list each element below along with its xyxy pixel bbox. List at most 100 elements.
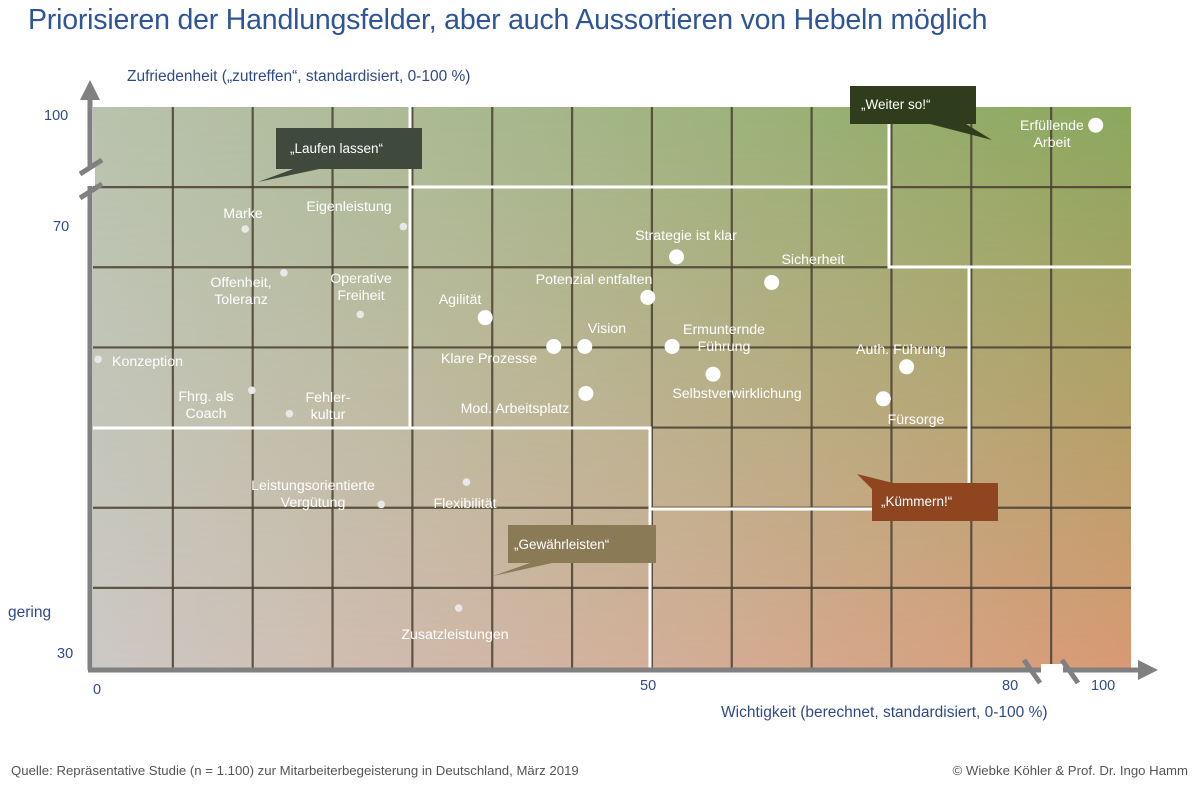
axes bbox=[78, 80, 1158, 685]
y-axis-break-gap bbox=[85, 168, 95, 186]
data-point bbox=[764, 274, 780, 290]
data-label: Klare Prozesse bbox=[441, 351, 537, 367]
source-note: Quelle: Repräsentative Studie (n = 1.100… bbox=[11, 763, 579, 778]
y-tick-label: 70 bbox=[53, 219, 70, 235]
bubble-tail bbox=[930, 124, 992, 140]
y-axis-low-label: gering bbox=[8, 604, 52, 621]
x-tick-label: 50 bbox=[640, 678, 657, 694]
x-axis-break-gap bbox=[1041, 664, 1063, 676]
data-label: Fhrg. als Coach bbox=[178, 389, 233, 422]
data-label: Leistungsorientierte Vergütung bbox=[251, 478, 375, 511]
data-label: Operative Freiheit bbox=[330, 271, 392, 304]
data-label-line: Fürsorge bbox=[888, 412, 945, 428]
data-label-line: Fhrg. als bbox=[178, 389, 233, 405]
bubble-text: „Gewährleisten“ bbox=[514, 537, 609, 552]
data-label: Strategie ist klar bbox=[635, 228, 737, 244]
data-label: Flexibilität bbox=[433, 496, 496, 512]
y-axis-label: Zufriedenheit („zutreffen“, standardisie… bbox=[127, 68, 471, 85]
data-label-line: Coach bbox=[185, 406, 226, 422]
x-tick-label: 0 bbox=[93, 682, 102, 698]
data-labels: Erfüllende Arbeit Strategie ist klar Sicher… bbox=[112, 118, 1084, 643]
data-label-line: Freiheit bbox=[337, 288, 384, 304]
data-label: Ermunternde Führung bbox=[683, 322, 765, 355]
data-label-line: Erfüllende bbox=[1020, 118, 1084, 134]
page-title: Priorisieren der Handlungsfelder, aber a… bbox=[28, 4, 988, 36]
x-axis-label: Wichtigkeit (berechnet, standardisiert, … bbox=[721, 704, 1048, 721]
data-point bbox=[248, 386, 256, 395]
data-label-line: Vision bbox=[588, 321, 626, 337]
data-point bbox=[546, 338, 562, 354]
data-point bbox=[875, 391, 891, 407]
bubble-text: „Laufen lassen“ bbox=[290, 141, 383, 156]
data-label-line: Operative bbox=[330, 271, 392, 287]
data-point bbox=[454, 604, 463, 612]
bubble-tail bbox=[493, 563, 552, 576]
data-label-line: Arbeit bbox=[1033, 135, 1070, 151]
copyright-note: © Wiebke Köhler & Prof. Dr. Ingo Hamm bbox=[952, 763, 1188, 778]
data-label-line: Mod. Arbeitsplatz bbox=[461, 401, 570, 417]
data-label-line: Potenzial entfalten bbox=[536, 272, 653, 288]
plot-background-top bbox=[93, 107, 1131, 668]
data-point bbox=[399, 222, 408, 231]
data-label: Fürsorge bbox=[888, 412, 945, 428]
y-axis-break-mark bbox=[78, 181, 104, 201]
data-label-line: Flexibilität bbox=[433, 496, 496, 512]
y-axis-arrow-icon bbox=[80, 80, 100, 100]
data-point bbox=[640, 289, 656, 305]
bubble-box bbox=[508, 525, 656, 563]
x-axis-arrow-icon bbox=[1138, 660, 1158, 680]
boundary-gewaehr bbox=[93, 426, 652, 668]
data-point bbox=[377, 500, 386, 509]
bubble-laufen-lassen: „Laufen lassen“ bbox=[258, 128, 422, 182]
data-points bbox=[94, 117, 1104, 612]
data-label-line: Toleranz bbox=[214, 292, 268, 308]
boundary-weiter-left bbox=[887, 107, 1131, 269]
data-point bbox=[899, 359, 915, 375]
data-label-line: Leistungsorientierte bbox=[251, 478, 375, 494]
data-label: Marke bbox=[223, 206, 263, 222]
data-label: Fehler-kultur bbox=[306, 390, 351, 423]
data-label-line: Auth. Führung bbox=[856, 342, 946, 358]
data-label-line: Fehler- bbox=[306, 390, 351, 406]
data-label-line: Führung bbox=[698, 339, 751, 355]
data-point bbox=[241, 225, 250, 233]
bubble-text: „Weiter so!“ bbox=[861, 97, 931, 112]
y-tick-label: 100 bbox=[44, 108, 69, 124]
data-point bbox=[477, 310, 493, 326]
data-point bbox=[356, 310, 365, 319]
data-label: Vision bbox=[588, 321, 626, 337]
data-label-line: Offenheit, bbox=[210, 275, 271, 291]
data-label: Konzeption bbox=[112, 354, 183, 370]
plot-background bbox=[93, 107, 1131, 668]
bubble-gewaehrleisten: „Gewährleisten“ bbox=[493, 525, 656, 576]
data-label: Mod. Arbeitsplatz bbox=[461, 401, 570, 417]
data-label: Agilität bbox=[439, 292, 482, 308]
data-point bbox=[285, 409, 294, 418]
data-label-line: kultur bbox=[311, 407, 346, 423]
bubble-box bbox=[850, 86, 976, 124]
data-label-line: Agilität bbox=[439, 292, 482, 308]
data-label: Erfüllende Arbeit bbox=[1020, 118, 1084, 151]
data-point bbox=[664, 338, 680, 354]
data-label-line: Ermunternde bbox=[683, 322, 765, 338]
x-axis-break-mark bbox=[1059, 658, 1081, 685]
data-label: Selbstverwirklichung bbox=[672, 386, 801, 402]
data-label-line: Konzeption bbox=[112, 354, 183, 370]
data-label-line: Klare Prozesse bbox=[441, 351, 537, 367]
data-label: Eigenleistung bbox=[306, 199, 391, 215]
data-label-line: Strategie ist klar bbox=[635, 228, 737, 244]
data-point bbox=[669, 249, 685, 265]
bubble-box bbox=[872, 483, 998, 521]
data-point bbox=[280, 269, 288, 277]
y-tick-label: 30 bbox=[57, 646, 74, 662]
annotation-bubbles: „Laufen lassen“ „Weiter so!“ „Gewährleiste… bbox=[258, 86, 998, 576]
data-point bbox=[705, 366, 721, 382]
data-label-line: Marke bbox=[223, 206, 263, 222]
bubble-tail bbox=[258, 168, 324, 182]
data-label: Zusatzleistungen bbox=[401, 627, 508, 643]
x-tick-label: 80 bbox=[1002, 678, 1019, 694]
data-label-line: Selbstverwirklichung bbox=[672, 386, 801, 402]
bubble-kuemmern: „Kümmern!“ bbox=[857, 474, 998, 521]
data-label-line: Eigenleistung bbox=[306, 199, 391, 215]
